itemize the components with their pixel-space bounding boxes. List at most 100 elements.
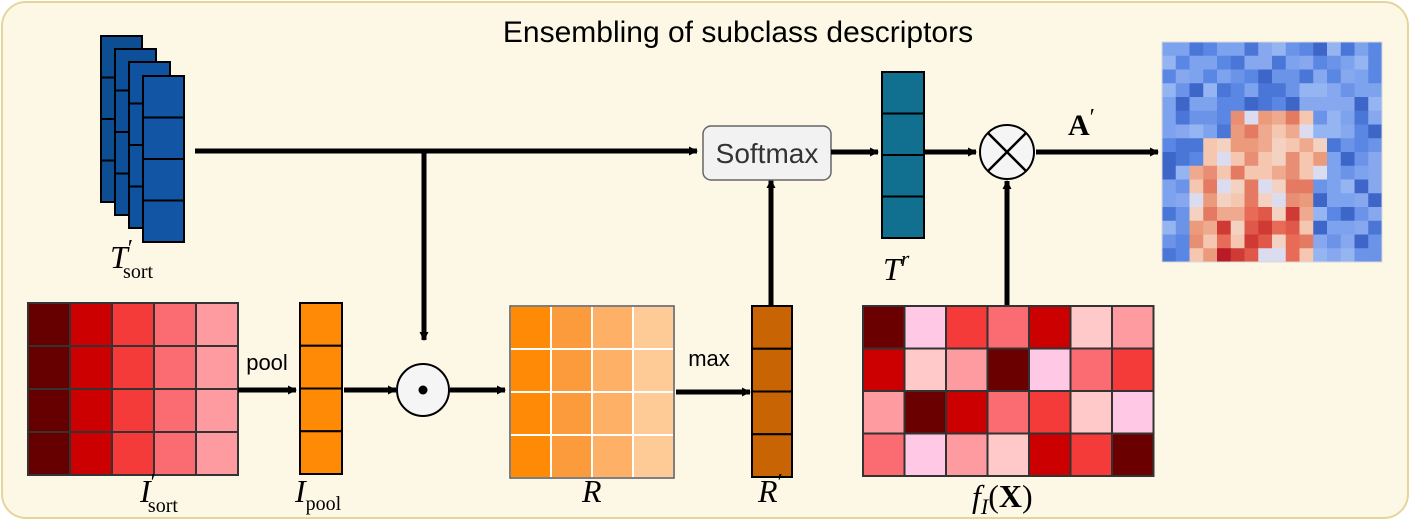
heatmap-pixel [1244, 110, 1259, 125]
i-sort-cell [111, 431, 155, 476]
i-pool-cell [299, 344, 343, 390]
heatmap-pixel [1272, 42, 1287, 57]
heatmap-pixel [1244, 220, 1259, 235]
heatmap-pixel [1272, 69, 1287, 84]
heatmap-pixel [1217, 55, 1232, 70]
i-sort-cell [111, 388, 155, 433]
heatmap-pixel [1162, 179, 1177, 194]
heatmap-pixel [1258, 193, 1273, 208]
r-cell [550, 305, 593, 350]
i-pool-label: Ipool [294, 473, 342, 515]
heatmap-pixel [1189, 234, 1204, 249]
heatmap-pixel [1189, 55, 1204, 70]
heatmap-pixel [1354, 152, 1369, 167]
heatmap-pixel [1285, 124, 1300, 139]
heatmap-image [1161, 41, 1383, 263]
heatmap-pixel [1313, 220, 1328, 235]
teal-cell [881, 195, 925, 239]
heatmap-pixel [1340, 97, 1355, 112]
heatmap-pixel [1313, 234, 1328, 249]
heatmap-pixel [1217, 248, 1232, 263]
heatmap-pixel [1368, 110, 1383, 125]
heatmap-pixel [1368, 55, 1383, 70]
heatmap-pixel [1175, 165, 1190, 180]
heatmap-pixel [1244, 138, 1259, 153]
heatmap-pixel [1162, 83, 1177, 98]
f-i-x-cell [1028, 305, 1072, 350]
i-sort-cell [69, 302, 113, 347]
i-sort-matrix [27, 302, 239, 476]
f-i-x-cell [903, 347, 947, 392]
i-pool-cell [299, 387, 343, 433]
heatmap-pixel [1354, 110, 1369, 125]
r-cell [632, 348, 675, 393]
heatmap-pixel [1203, 138, 1218, 153]
heatmap-pixel [1203, 165, 1218, 180]
heatmap-pixel [1272, 97, 1287, 112]
heatmap-pixel [1175, 97, 1190, 112]
i-sort-cell [153, 302, 197, 347]
t-sort-label: T′ sort [110, 236, 153, 283]
heatmap-pixel [1368, 165, 1383, 180]
heatmap-pixel [1203, 152, 1218, 167]
circled-times-icon [979, 124, 1035, 180]
heatmap-pixel [1299, 124, 1314, 139]
r-cell [632, 391, 675, 436]
heatmap-pixel [1327, 69, 1342, 84]
heatmap-pixel [1175, 207, 1190, 222]
descriptor-cell [142, 158, 185, 202]
heatmap-pixel [1175, 69, 1190, 84]
heatmap-pixel [1217, 97, 1232, 112]
heatmap-pixel [1203, 97, 1218, 112]
heatmap-pixel [1162, 42, 1177, 57]
descriptor-cell [142, 116, 185, 160]
i-sort-cell [111, 302, 155, 347]
i-sort-cell [111, 345, 155, 390]
descriptor-column [142, 75, 185, 243]
heatmap-pixel [1299, 83, 1314, 98]
heatmap-pixel [1285, 42, 1300, 57]
circled-dot-icon [396, 363, 450, 417]
r-cell [591, 434, 634, 479]
r-prime-cell [751, 433, 793, 478]
r-outline [509, 305, 675, 479]
heatmap-pixel [1203, 234, 1218, 249]
f-i-x-cell [945, 390, 989, 435]
heatmap-pixel [1354, 42, 1369, 57]
f-i-x-cell [1111, 390, 1155, 435]
r-cell [509, 305, 552, 350]
heatmap-pixel [1258, 69, 1273, 84]
heatmap-pixel [1272, 220, 1287, 235]
heatmap-pixel [1175, 138, 1190, 153]
heatmap-pixel [1244, 193, 1259, 208]
heatmap-pixel [1258, 42, 1273, 57]
heatmap-pixel [1230, 97, 1245, 112]
heatmap-pixel [1299, 207, 1314, 222]
heatmap-pixel [1313, 69, 1328, 84]
heatmap-pixel [1313, 207, 1328, 222]
heatmap-pixel [1217, 110, 1232, 125]
heatmap-pixel [1368, 83, 1383, 98]
heatmap-pixel [1299, 42, 1314, 57]
heatmap-pixel [1340, 234, 1355, 249]
i-sort-label: I′ sort [139, 470, 178, 517]
heatmap-pixel [1230, 234, 1245, 249]
heatmap-pixel [1368, 207, 1383, 222]
f-i-x-cell [945, 432, 989, 477]
heatmap-pixel [1368, 193, 1383, 208]
heatmap-pixel [1327, 248, 1342, 263]
heatmap-pixel [1189, 110, 1204, 125]
heatmap-pixel [1162, 138, 1177, 153]
heatmap-pixel [1313, 248, 1328, 263]
heatmap-pixel [1175, 42, 1190, 57]
heatmap-pixel [1354, 207, 1369, 222]
heatmap-pixel [1285, 248, 1300, 263]
f-i-x-cell [1069, 390, 1113, 435]
heatmap-pixel [1327, 97, 1342, 112]
heatmap-pixel [1327, 165, 1342, 180]
f-i-x-cell [1111, 432, 1155, 477]
heatmap-pixel [1368, 234, 1383, 249]
i-sort-cell [195, 345, 239, 390]
r-prime-cell [751, 305, 793, 350]
heatmap-pixel [1258, 97, 1273, 112]
